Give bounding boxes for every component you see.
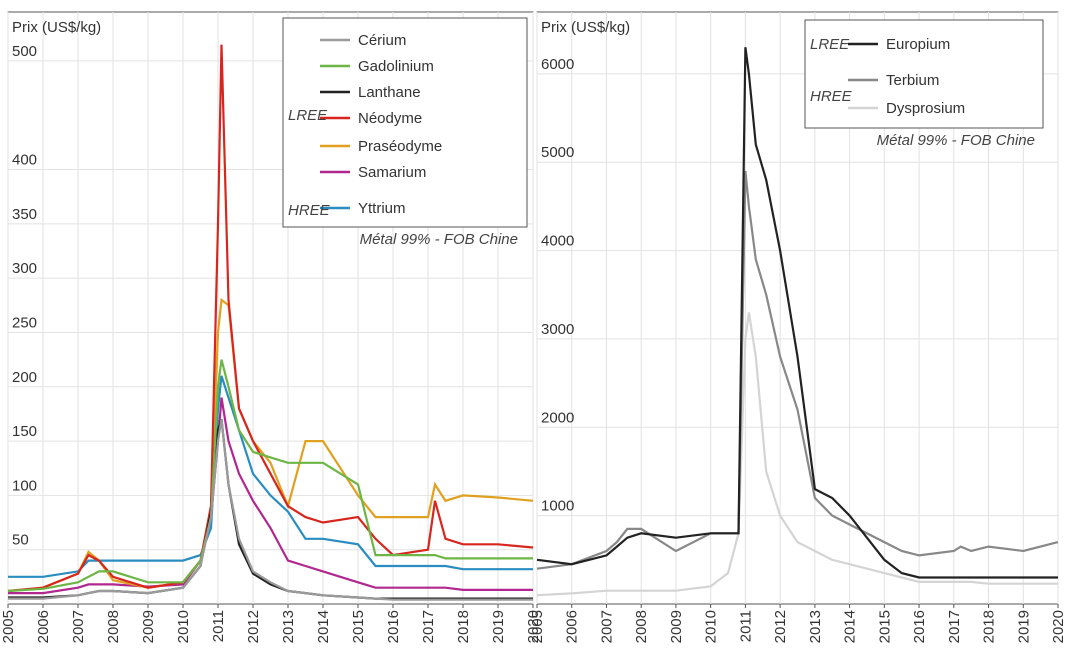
x-tick-label: 2018	[455, 610, 472, 643]
x-tick-label: 2008	[105, 610, 122, 643]
x-tick-label: 2012	[245, 610, 262, 643]
x-tick-label: 2006	[564, 610, 581, 643]
x-tick-label: 2016	[911, 610, 928, 643]
legend-label: Europium	[886, 36, 950, 53]
x-tick-label: 2007	[70, 610, 87, 643]
x-tick-label: 2011	[210, 610, 227, 642]
x-tick-label: 2017	[946, 610, 963, 643]
series-line	[8, 419, 533, 601]
x-tick-label: 2006	[35, 610, 52, 643]
series-line	[7, 359, 533, 593]
y-tick-label: 500	[12, 43, 37, 60]
y-axis-label: Prix (US$/kg)	[541, 19, 630, 36]
y-tick-label: 350	[12, 206, 37, 223]
x-tick-label: 2010	[175, 610, 192, 643]
series-line	[536, 47, 1058, 579]
legend-label: Terbium	[886, 72, 939, 89]
legend-box	[804, 19, 1044, 129]
x-tick-label: 2009	[140, 610, 157, 643]
x-tick-label: 2018	[981, 610, 998, 643]
series-line	[8, 375, 533, 578]
y-tick-label: 50	[12, 532, 29, 549]
y-axis-label: Prix (US$/kg)	[12, 19, 101, 36]
y-tick-label: 4000	[541, 233, 574, 250]
y-tick-label: 300	[12, 260, 37, 277]
legend-group: LREE	[288, 107, 328, 124]
x-tick-label: 2017	[420, 610, 437, 643]
x-tick-label: 2019	[490, 610, 507, 643]
x-tick-label: 2020	[525, 610, 542, 643]
x-tick-label: 2015	[350, 610, 367, 643]
x-tick-label: 2016	[385, 610, 402, 643]
y-tick-label: 5000	[541, 144, 574, 161]
x-tick-label: 2015	[876, 610, 893, 643]
y-tick-label: 200	[12, 369, 37, 386]
legend-group: LREE	[810, 36, 850, 53]
x-tick-label: 2019	[1015, 610, 1032, 643]
y-tick-label: 250	[12, 314, 37, 331]
x-tick-label: 2012	[772, 610, 789, 643]
x-tick-label: 2008	[633, 610, 650, 643]
legend-label: Gadolinium	[358, 58, 434, 75]
legend-group: HREE	[810, 88, 853, 105]
series-line	[8, 397, 533, 595]
x-tick-label: 2009	[668, 610, 685, 643]
annotation: Métal 99% - FOB Chine	[360, 231, 518, 248]
series-line	[7, 44, 534, 593]
legend-box	[282, 17, 528, 228]
x-tick-label: 2005	[0, 610, 17, 643]
y-tick-label: 1000	[541, 498, 574, 515]
x-tick-label: 2010	[703, 610, 720, 643]
legend-label: Lanthane	[358, 84, 421, 101]
x-tick-label: 2005	[529, 610, 546, 643]
x-tick-label: 2014	[842, 610, 859, 643]
y-tick-label: 2000	[541, 409, 574, 426]
legend-group: HREE	[288, 202, 331, 219]
x-tick-label: 2013	[280, 610, 297, 643]
legend-label: Cérium	[358, 32, 406, 49]
y-tick-label: 400	[12, 152, 37, 169]
legend-label: Yttrium	[358, 200, 406, 217]
series-line	[536, 312, 1058, 597]
x-tick-label: 2020	[1050, 610, 1066, 643]
x-tick-label: 2014	[315, 610, 332, 643]
y-tick-label: 100	[12, 477, 37, 494]
x-tick-label: 2007	[598, 610, 615, 643]
y-tick-label: 6000	[541, 56, 574, 73]
legend-label: Néodyme	[358, 110, 422, 127]
legend-label: Dysprosium	[886, 100, 965, 117]
legend-label: Samarium	[358, 164, 426, 181]
y-tick-label: 3000	[541, 321, 574, 338]
x-tick-label: 2013	[807, 610, 824, 643]
series-line	[536, 170, 1059, 570]
x-tick-label: 2011	[737, 610, 754, 642]
annotation: Métal 99% - FOB Chine	[877, 132, 1035, 149]
legend-label: Praséodyme	[358, 138, 442, 155]
y-tick-label: 150	[12, 423, 37, 440]
